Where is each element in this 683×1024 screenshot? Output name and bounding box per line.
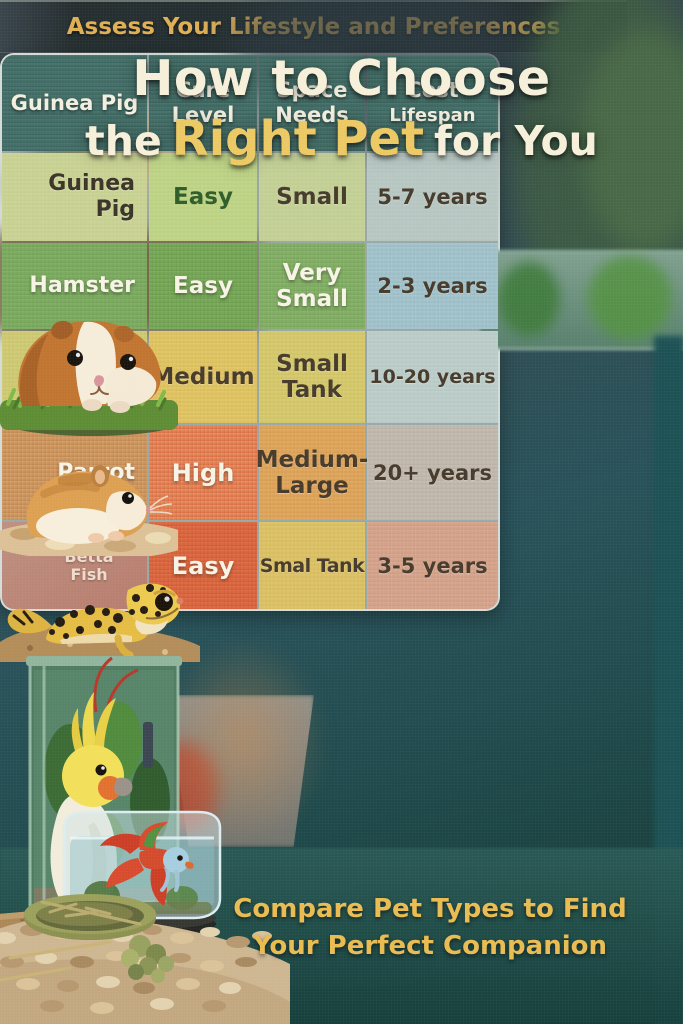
hamster-photo <box>0 438 178 556</box>
row-guinea-pig-space: Small <box>259 153 365 241</box>
bedding-and-food-bowl <box>0 872 290 1024</box>
column-header-cost-lifespan: Cost Lifespan <box>367 55 498 151</box>
row-parrot-lifespan: 20+ years <box>367 425 498 520</box>
guinea-pig-illustration <box>0 320 178 436</box>
row-hamster-name: Hamster <box>2 243 147 329</box>
row-parrot-space: Medium-Large <box>256 425 368 520</box>
title-line1: How to Choose <box>132 50 551 107</box>
guinea-pig-photo <box>0 284 178 436</box>
betta-fish <box>100 822 194 906</box>
title-highlight: Right Pet <box>171 111 425 167</box>
footer-line2: Your Perfect Companion <box>252 931 608 961</box>
dried-buds-pile <box>121 935 174 983</box>
title-line2: the Right Pet for You <box>0 108 683 172</box>
row-guinea-pig-lifespan: 5-7 years <box>367 153 498 241</box>
row-betta-fish-space: Smal Tank <box>259 522 365 609</box>
row-guinea-pig-care: Easy <box>149 153 257 241</box>
row-betta-fish-lifespan: 3-5 years <box>367 522 498 609</box>
row-leopard-gecko-lifespan: 10-20 years <box>367 331 498 423</box>
row-leopard-gecko-space: Small Tank <box>259 331 365 423</box>
bedding-illustration <box>0 894 290 1024</box>
row-guinea-pig-name: Guinea Pig <box>2 153 147 241</box>
leopard-gecko-photo <box>0 550 200 662</box>
footer-line1: Compare Pet Types to Find <box>233 894 627 924</box>
title-line2-pre: the <box>85 117 162 165</box>
row-hamster-space: Very Small <box>259 243 365 329</box>
leopard-gecko-illustration <box>0 583 200 662</box>
title-block: How to Choose the Right Pet for You <box>0 50 683 172</box>
column-header-pet: Guinea Pig <box>2 55 147 151</box>
row-hamster-lifespan: 2-3 years <box>367 243 498 329</box>
row-hamster-care: Easy <box>149 243 257 329</box>
aquarium-plant-backdrop <box>588 256 672 340</box>
title-line2-post: for You <box>434 117 598 165</box>
foliage-backdrop-right <box>580 30 683 250</box>
footer-tagline: Compare Pet Types to Find Your Perfect C… <box>220 891 640 965</box>
row-leopard-gecko-care: Medium <box>149 331 257 423</box>
column-header-care-level: Care Level <box>149 55 257 151</box>
food-bowl <box>24 894 156 940</box>
aquarium-plant-backdrop <box>498 262 560 336</box>
column-header-space-needs: Space Needs <box>259 55 365 151</box>
hamster-illustration <box>0 465 178 556</box>
